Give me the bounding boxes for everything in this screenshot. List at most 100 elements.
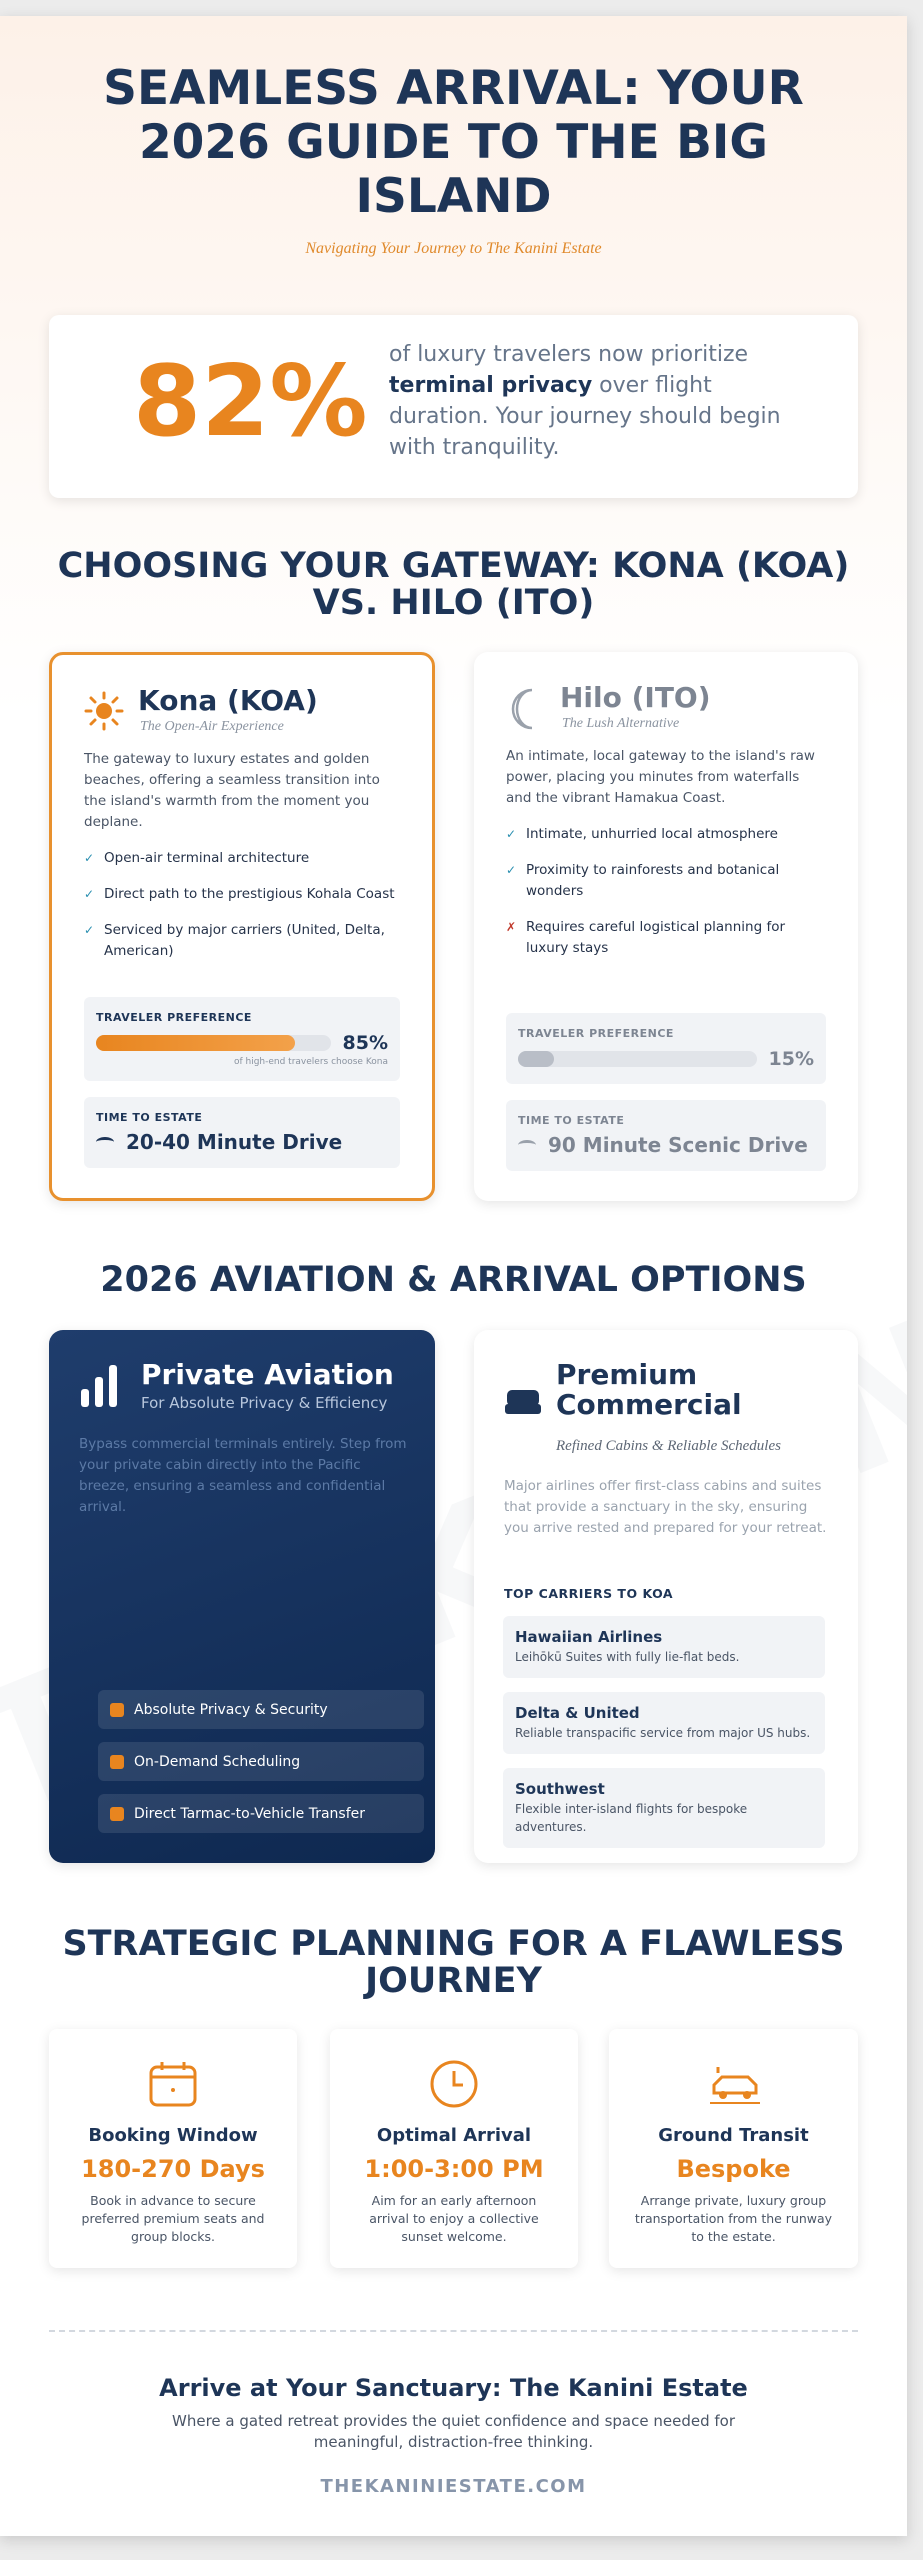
carrier-box: Hawaiian Airlines Leihōkū Suites with ful… xyxy=(503,1616,825,1678)
bar-track xyxy=(96,1035,331,1051)
planning-text: Arrange private, luxury group transporta… xyxy=(634,2193,833,2244)
feature-text: Direct path to the prestigious Kohala Co… xyxy=(104,886,395,902)
commercial-card: Premium Commercial Refined Cabins & Reli… xyxy=(474,1330,858,1863)
preference-value: 15% xyxy=(768,1048,814,1070)
feature-item: ✓ Proximity to rainforests and botanical … xyxy=(506,860,826,902)
preference-bar: 15% xyxy=(518,1048,814,1070)
check-mark: ✓ xyxy=(84,887,95,901)
option-title: Premium Commercial xyxy=(556,1358,742,1421)
option-description: Bypass commercial terminals entirely. St… xyxy=(79,1436,407,1515)
feature-item: ✓ Serviced by major carriers (United, Del… xyxy=(84,920,400,962)
preference-box: TRAVELER PREFERENCE 85% of high-end travel… xyxy=(84,997,400,1081)
planning-card: Booking Window 180-270 Days Book in adva… xyxy=(49,2029,297,2268)
time-box: TIME TO ESTATE 90 Minute Scenic Drive xyxy=(506,1100,826,1171)
bar-track xyxy=(518,1051,757,1067)
airport-card: Hilo (ITO) The Lush Alternative An intimat… xyxy=(474,652,858,1201)
feature-text: Absolute Privacy & Security xyxy=(134,1701,328,1718)
feature-text: Open-air terminal architecture xyxy=(104,850,310,866)
section-heading: STRATEGIC PLANNING FOR A FLAWLESS JOURNE… xyxy=(62,1924,845,2001)
airport-name: Kona (KOA) xyxy=(138,684,318,717)
page-subtitle: Navigating Your Journey to The Kanini Es… xyxy=(305,240,602,257)
carrier-name: Southwest xyxy=(515,1780,605,1798)
bar-fill xyxy=(518,1051,554,1067)
airport-card: Kona (KOA) The Open-Air Experience The gat… xyxy=(49,652,435,1201)
option-title: Private Aviation xyxy=(141,1358,394,1391)
sun-icon xyxy=(84,691,124,731)
carrier-detail: Flexible inter-island flights for bespok… xyxy=(515,1802,748,1834)
carrier-detail: Reliable transpacific service from major… xyxy=(515,1726,811,1740)
car-icon xyxy=(710,2067,760,2104)
planning-value: 1:00-3:00 PM xyxy=(364,2155,544,2183)
bar-fill xyxy=(96,1035,296,1051)
stat-emphasis: terminal privacy xyxy=(389,373,593,398)
time-label: TIME TO ESTATE xyxy=(518,1114,625,1127)
carrier-detail: Leihōkū Suites with fully lie-flat beds. xyxy=(515,1650,740,1664)
feature-text: Serviced by major carriers (United, Delt… xyxy=(104,922,385,959)
cross-mark: ✗ xyxy=(506,920,517,934)
planning-title: Ground Transit xyxy=(658,2125,809,2146)
preference-label: TRAVELER PREFERENCE xyxy=(518,1027,674,1040)
check-mark: ✓ xyxy=(84,851,95,865)
infographic: THE KANINI ESTATE SEAMLESS ARRIVAL: YOUR… xyxy=(0,16,907,2536)
planning-card: Optimal Arrival 1:00-3:00 PM Aim for an … xyxy=(330,2029,578,2268)
page-title: SEAMLESS ARRIVAL: YOUR 2026 GUIDE TO THE… xyxy=(103,61,804,224)
planning-value: 180-270 Days xyxy=(81,2155,265,2183)
airport-description: The gateway to luxury estates and golden… xyxy=(84,751,380,830)
planning-value: Bespoke xyxy=(676,2155,791,2183)
airport-tagline: The Open-Air Experience xyxy=(140,719,284,734)
feature-text: Requires careful logistical planning for… xyxy=(526,919,786,956)
bars-icon xyxy=(81,1365,117,1407)
time-box: TIME TO ESTATE 20-40 Minute Drive xyxy=(84,1097,400,1168)
stat-text: of luxury travelers now prioritize termi… xyxy=(389,339,789,463)
time-row: 90 Minute Scenic Drive xyxy=(518,1133,814,1157)
check-mark: ✓ xyxy=(84,923,95,937)
private-feature: Absolute Privacy & Security xyxy=(98,1690,424,1729)
footer-title: Arrive at Your Sanctuary: The Kanini Est… xyxy=(159,2374,748,2402)
option-description: Major airlines offer first-class cabins … xyxy=(504,1478,827,1536)
feature-icon xyxy=(110,1806,124,1821)
footer-text: Where a gated retreat provides the quiet… xyxy=(172,2412,735,2451)
planning-text: Book in advance to secure preferred prem… xyxy=(81,2193,265,2244)
feature-text: Direct Tarmac-to-Vehicle Transfer xyxy=(134,1805,366,1822)
stat-value: 82% xyxy=(133,345,368,459)
feature-text: On-Demand Scheduling xyxy=(134,1753,301,1770)
option-subtitle: For Absolute Privacy & Efficiency xyxy=(141,1394,388,1412)
preference-bar: 85% xyxy=(96,1032,388,1054)
time-row: 20-40 Minute Drive xyxy=(96,1130,388,1154)
feature-text: Intimate, unhurried local atmosphere xyxy=(526,826,778,842)
stat-card: 82% of luxury travelers now prioritize t… xyxy=(49,315,858,498)
footer-url: THEKANINIESTATE.COM xyxy=(320,2476,587,2497)
feature-text: Proximity to rainforests and botanical w… xyxy=(526,862,780,899)
feature-icon xyxy=(110,1754,124,1769)
calendar-icon xyxy=(149,2062,197,2107)
airport-description: An intimate, local gateway to the island… xyxy=(506,748,815,806)
planning-title: Optimal Arrival xyxy=(376,2125,532,2146)
section-heading: 2026 AVIATION & ARRIVAL OPTIONS xyxy=(100,1260,807,1300)
clock-icon xyxy=(430,2060,478,2108)
private-card: Private Aviation For Absolute Privacy & … xyxy=(49,1330,435,1863)
planning-text: Aim for an early afternoon arrival to en… xyxy=(369,2193,539,2244)
stat-text-before: of luxury travelers now prioritize xyxy=(389,342,749,367)
airport-tagline: The Lush Alternative xyxy=(562,716,680,731)
feature-icon xyxy=(110,1702,124,1717)
preference-box: TRAVELER PREFERENCE 15% xyxy=(506,1013,826,1084)
preference-note: of high-end travelers choose Kona xyxy=(233,1057,388,1067)
check-mark: ✓ xyxy=(506,827,517,841)
private-feature: On-Demand Scheduling xyxy=(98,1742,424,1781)
carrier-box: Southwest Flexible inter-island flights f… xyxy=(503,1768,825,1848)
feature-item: ✓ Intimate, unhurried local atmosphere xyxy=(506,824,826,845)
option-subtitle: Refined Cabins & Reliable Schedules xyxy=(556,1438,781,1454)
airport-name: Hilo (ITO) xyxy=(560,681,711,714)
carriers-heading: TOP CARRIERS TO KOA xyxy=(504,1586,674,1601)
check-mark: ✓ xyxy=(506,863,517,877)
feature-item: ✗ Requires careful logistical planning fo… xyxy=(506,917,826,959)
preference-value: 85% xyxy=(342,1032,388,1054)
carrier-name: Delta & United xyxy=(515,1704,640,1722)
plane-icon xyxy=(518,1140,536,1150)
private-feature: Direct Tarmac-to-Vehicle Transfer xyxy=(98,1794,424,1833)
moon-icon xyxy=(511,688,533,730)
section-heading: CHOOSING YOUR GATEWAY: KONA (KOA) VS. HI… xyxy=(57,546,850,623)
planning-title: Booking Window xyxy=(88,2125,258,2146)
stat-text-after: over flight duration. Your journey shoul… xyxy=(389,373,781,460)
